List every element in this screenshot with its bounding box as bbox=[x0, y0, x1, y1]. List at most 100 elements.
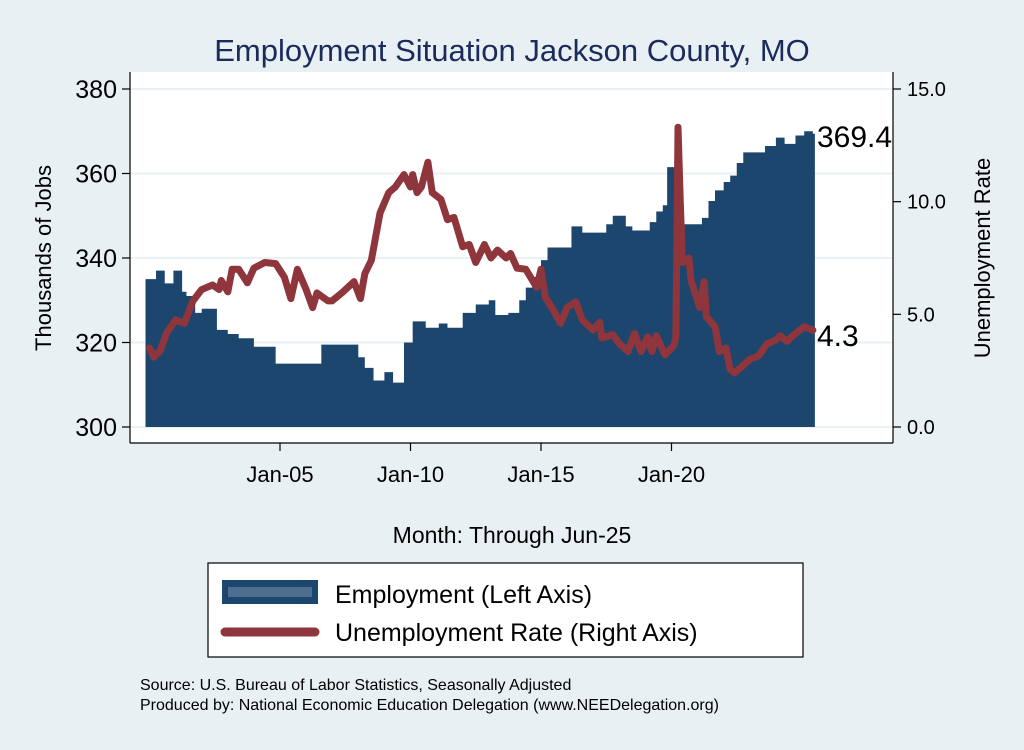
unemployment-point bbox=[677, 196, 684, 203]
unemployment-point bbox=[309, 304, 316, 311]
employment-area bbox=[145, 131, 815, 427]
unemployment-line-group bbox=[146, 123, 817, 377]
unemployment-point bbox=[800, 323, 808, 330]
unemployment-point bbox=[272, 260, 279, 267]
unemployment-point bbox=[679, 259, 686, 266]
legend: Employment (Left Axis) Unemployment Rate… bbox=[207, 562, 804, 658]
employment-area-group bbox=[145, 131, 815, 427]
unemployment-point bbox=[703, 313, 710, 320]
right-axis-ticks: 0.0 5.0 10.0 15.0 bbox=[907, 79, 946, 439]
unemployment-point bbox=[361, 270, 369, 277]
unemployment-point bbox=[150, 353, 158, 361]
unemployment-point bbox=[385, 189, 392, 196]
unemployment-point bbox=[287, 295, 295, 302]
unemployment-point bbox=[235, 266, 242, 273]
unemployment-point bbox=[472, 259, 479, 266]
unemployment-point bbox=[281, 273, 288, 281]
left-axis-ticks: 300 320 340 360 380 bbox=[75, 76, 117, 442]
left-tick-label: 340 bbox=[75, 245, 117, 273]
unemployment-point bbox=[218, 277, 225, 284]
unemployment-point bbox=[157, 347, 164, 354]
unemployment-point bbox=[563, 304, 571, 311]
unemployment-point bbox=[661, 351, 669, 359]
unemployment-point bbox=[522, 266, 529, 273]
unemployment-point bbox=[209, 281, 216, 289]
unemployment-point bbox=[494, 246, 501, 254]
unemployment-point bbox=[596, 319, 603, 326]
x-tick-label: Jan-10 bbox=[377, 462, 444, 487]
unemployment-point bbox=[376, 209, 384, 217]
unemployment-point bbox=[418, 183, 425, 191]
legend-box bbox=[207, 562, 804, 658]
unemployment-point bbox=[674, 124, 682, 131]
unemployment-point bbox=[459, 243, 466, 250]
unemployment-point bbox=[590, 326, 597, 334]
x-axis-label: Month: Through Jun-25 bbox=[393, 522, 632, 548]
unemployment-point bbox=[727, 366, 734, 373]
unemployment-point bbox=[685, 254, 693, 262]
unemployment-point bbox=[557, 320, 564, 327]
unemployment-point bbox=[631, 330, 638, 337]
unemployment-point bbox=[737, 364, 745, 371]
unemployment-point bbox=[302, 286, 310, 293]
unemployment-point bbox=[672, 333, 680, 341]
unemployment-point bbox=[444, 216, 451, 223]
employment-end-label: 369.4 bbox=[817, 121, 892, 154]
unemployment-point bbox=[644, 333, 651, 341]
unemployment-point bbox=[687, 277, 695, 284]
unemployment-point bbox=[624, 348, 632, 355]
unemployment-point bbox=[792, 330, 799, 337]
unemployment-point bbox=[294, 266, 301, 273]
unemployment-point bbox=[407, 183, 414, 191]
unemployment-point bbox=[503, 254, 510, 262]
right-tick-label: 5.0 bbox=[907, 304, 935, 326]
unemployment-point bbox=[513, 264, 521, 272]
unemployment-point bbox=[616, 340, 623, 347]
unemployment-point bbox=[172, 316, 179, 324]
unemployment-point bbox=[450, 214, 458, 221]
unemployment-point bbox=[722, 344, 730, 352]
unemployment-point bbox=[572, 298, 579, 306]
unemployment-point bbox=[507, 250, 514, 257]
unemployment-point bbox=[244, 279, 251, 286]
unemployment-point bbox=[542, 294, 549, 301]
unemployment-point bbox=[400, 171, 408, 178]
unemployment-point bbox=[487, 254, 495, 262]
left-tick-label: 300 bbox=[75, 414, 117, 442]
unemployment-point bbox=[429, 189, 436, 196]
unemployment-point bbox=[637, 348, 645, 355]
x-tick-label: Jan-05 bbox=[246, 462, 313, 487]
source-line-1: Source: U.S. Bureau of Labor Statistics,… bbox=[140, 677, 571, 694]
unemployment-point bbox=[716, 348, 723, 355]
unemployment-point bbox=[368, 257, 375, 264]
legend-swatch-employment-inner bbox=[228, 587, 312, 597]
unemployment-point bbox=[189, 297, 197, 305]
unemployment-point bbox=[146, 344, 153, 352]
unemployment-point bbox=[777, 332, 784, 339]
unemployment-point bbox=[329, 297, 336, 305]
chart-title: Employment Situation Jackson County, MO bbox=[214, 33, 810, 68]
unemployment-point bbox=[392, 183, 399, 191]
unemployment-point bbox=[350, 278, 358, 285]
unemployment-point bbox=[579, 316, 586, 324]
unemployment-point bbox=[648, 348, 656, 355]
unemployment-point bbox=[181, 320, 188, 327]
unemployment-point bbox=[481, 241, 488, 248]
unemployment-point bbox=[313, 289, 321, 297]
unemployment-point bbox=[163, 329, 171, 336]
legend-label-employment: Employment (Left Axis) bbox=[335, 581, 592, 609]
unemployment-point bbox=[339, 288, 347, 295]
right-tick-label: 10.0 bbox=[907, 192, 946, 214]
x-tick-label: Jan-20 bbox=[638, 462, 705, 487]
unemployment-point bbox=[746, 356, 753, 363]
x-tick-label: Jan-15 bbox=[507, 462, 574, 487]
right-tick-label: 0.0 bbox=[907, 417, 935, 439]
unemployment-point bbox=[670, 342, 677, 350]
unemployment-point bbox=[224, 288, 231, 295]
unemployment-point bbox=[809, 326, 817, 334]
right-tick-label: 15.0 bbox=[907, 79, 946, 101]
unemployment-point bbox=[537, 266, 545, 273]
unemployment-point bbox=[215, 286, 223, 293]
unemployment-point bbox=[653, 332, 660, 339]
